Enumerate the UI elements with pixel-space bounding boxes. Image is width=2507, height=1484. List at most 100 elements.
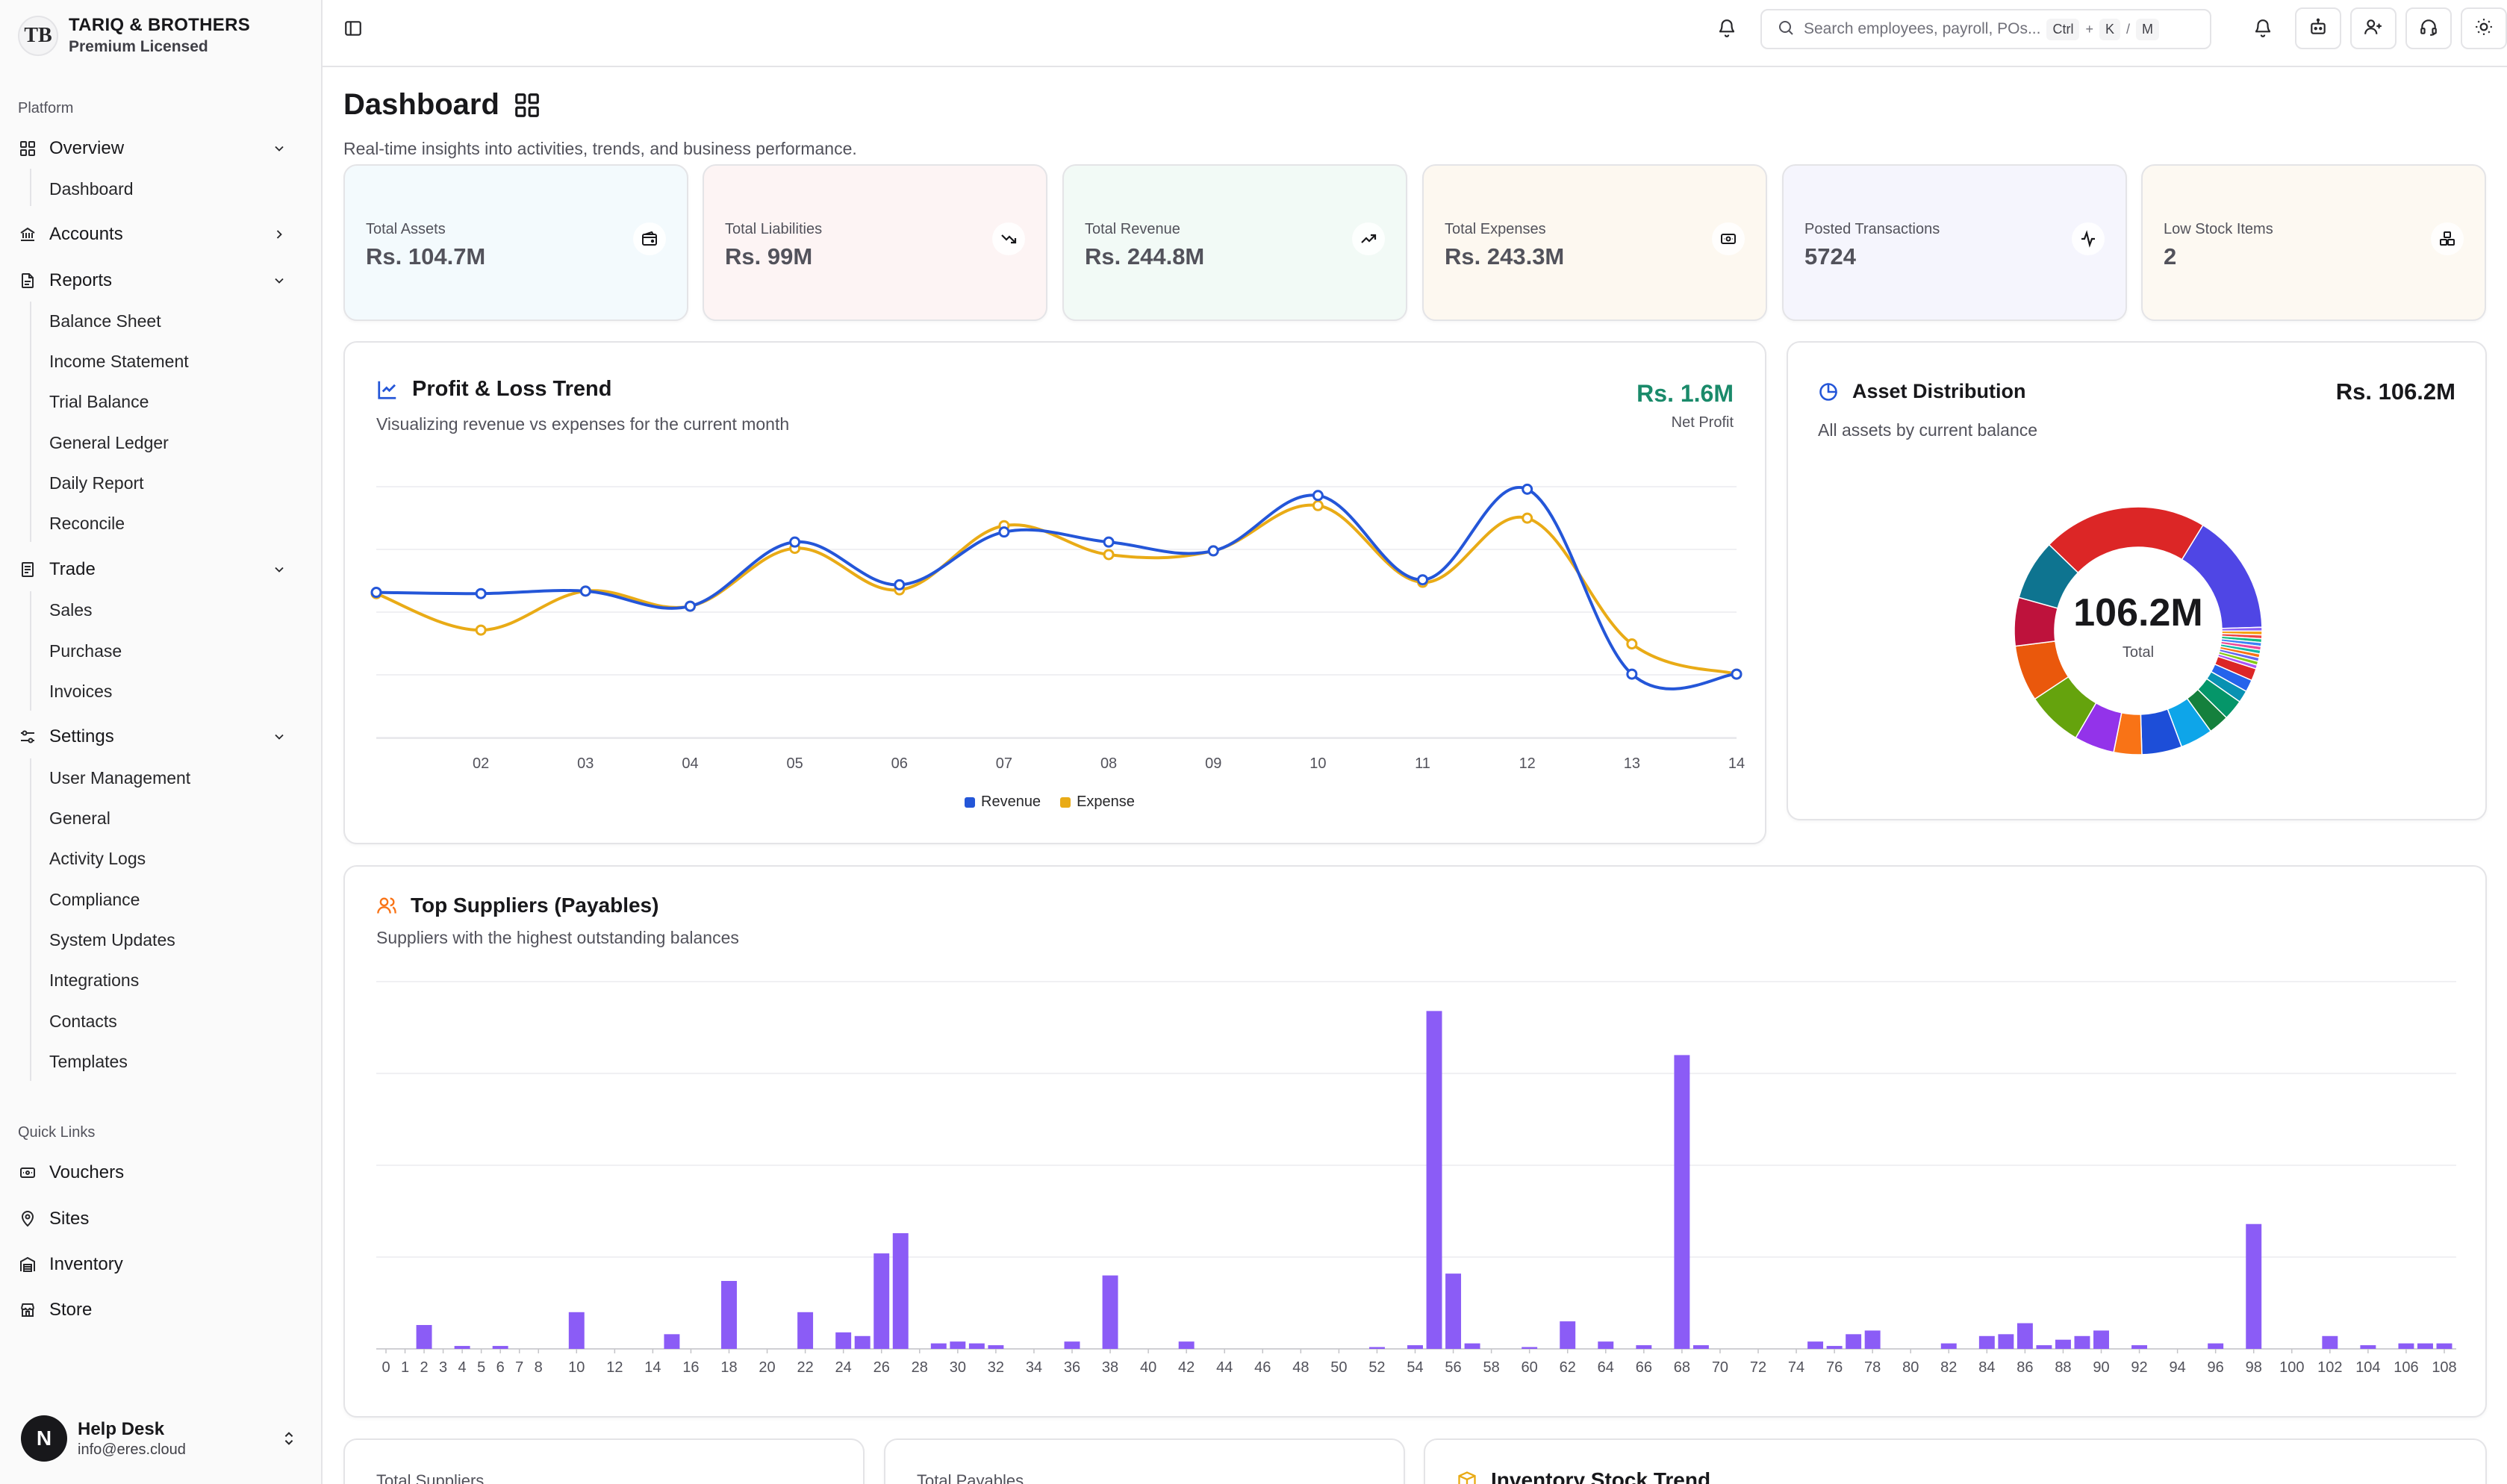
sub-item-purchase[interactable]: Purchase xyxy=(49,640,122,661)
donut-center-value: 106.2M xyxy=(2073,591,2203,635)
nav-settings[interactable]: Settings xyxy=(18,720,305,754)
sub-item-trial-balance[interactable]: Trial Balance xyxy=(49,391,149,411)
sub-item-daily-report[interactable]: Daily Report xyxy=(49,473,144,493)
x-tick-label: 74 xyxy=(1788,1359,1804,1376)
data-point-revenue xyxy=(998,526,1010,538)
sub-item-user-management[interactable]: User Management xyxy=(49,767,191,788)
notifications-button[interactable] xyxy=(1704,9,1750,51)
brand-logo: TB xyxy=(18,15,58,56)
legend-expense: Expense xyxy=(1060,794,1135,811)
sub-item-activity-logs[interactable]: Activity Logs xyxy=(49,848,146,868)
supplier-bar xyxy=(1998,1334,2014,1349)
supplier-bar xyxy=(1807,1341,1824,1349)
supplier-bar xyxy=(2093,1330,2109,1349)
asset-donut-chart xyxy=(2014,506,2263,755)
sub-item-reconcile[interactable]: Reconcile xyxy=(49,513,125,533)
supplier-bar xyxy=(835,1332,852,1349)
document-icon xyxy=(18,271,37,290)
sub-item-system-updates[interactable]: System Updates xyxy=(49,929,175,950)
x-tick-label: 62 xyxy=(1560,1359,1576,1376)
quick-link-vouchers[interactable]: Vouchers xyxy=(18,1156,305,1190)
x-tick-label: 3 xyxy=(439,1359,447,1376)
help-desk-user[interactable]: N Help Desk info@eres.cloud xyxy=(21,1412,305,1465)
nav-trade[interactable]: Trade xyxy=(18,552,305,587)
supplier-bar xyxy=(892,1233,909,1349)
sub-item-contacts[interactable]: Contacts xyxy=(49,1011,117,1031)
sidebar-toggle-button[interactable] xyxy=(330,9,376,51)
sub-item-integrations[interactable]: Integrations xyxy=(49,970,140,990)
sub-item-income-statement[interactable]: Income Statement xyxy=(49,351,189,371)
sub-item-general-ledger[interactable]: General Ledger xyxy=(49,432,169,452)
data-point-revenue xyxy=(1731,668,1743,680)
assistant-button[interactable] xyxy=(2295,7,2341,49)
x-tick-label: 70 xyxy=(1712,1359,1728,1376)
x-tick-label: 80 xyxy=(1902,1359,1919,1376)
sub-item-sales[interactable]: Sales xyxy=(49,599,93,620)
layout-grid-icon xyxy=(513,91,541,119)
x-tick-label: 82 xyxy=(1940,1359,1957,1376)
x-tick-label: 16 xyxy=(682,1359,699,1376)
group-label-platform: Platform xyxy=(18,100,74,116)
kpi-card-total-expenses[interactable]: Total Expenses Rs. 243.3M xyxy=(1422,164,1767,321)
data-point-revenue xyxy=(789,536,801,548)
total-suppliers-label: Total Suppliers xyxy=(376,1471,485,1484)
theme-toggle-button[interactable] xyxy=(2461,7,2507,49)
quick-link-inventory[interactable]: Inventory xyxy=(18,1247,305,1282)
data-point-revenue xyxy=(894,579,906,590)
submenu-line xyxy=(30,169,31,206)
x-tick-label: 34 xyxy=(1026,1359,1042,1376)
nav-overview[interactable]: Overview xyxy=(18,131,305,166)
x-tick-label: 11 xyxy=(1415,755,1430,772)
kpi-label: Total Expenses xyxy=(1445,221,1546,237)
sub-item-templates[interactable]: Templates xyxy=(49,1051,128,1071)
legend-revenue-label: Revenue xyxy=(981,794,1041,810)
nav-trade-label: Trade xyxy=(49,559,96,579)
quick-link-sites[interactable]: Sites xyxy=(18,1202,305,1236)
sub-item-dashboard[interactable]: Dashboard xyxy=(49,178,134,199)
sub-item-compliance[interactable]: Compliance xyxy=(49,889,140,909)
kpi-card-total-revenue[interactable]: Total Revenue Rs. 244.8M xyxy=(1062,164,1407,321)
user-plus-icon xyxy=(2364,17,2383,40)
kpi-label: Total Liabilities xyxy=(725,221,823,237)
sub-item-general[interactable]: General xyxy=(49,808,110,828)
kpi-card-total-assets[interactable]: Total Assets Rs. 104.7M xyxy=(343,164,688,321)
x-tick-label: 10 xyxy=(1309,755,1326,772)
nav-reports[interactable]: Reports xyxy=(18,264,305,298)
sub-item-invoices[interactable]: Invoices xyxy=(49,681,113,701)
x-tick-label: 58 xyxy=(1483,1359,1499,1376)
nav-accounts[interactable]: Accounts xyxy=(18,217,305,252)
kpi-card-posted-transactions[interactable]: Posted Transactions 5724 xyxy=(1782,164,2127,321)
kpi-card-low-stock-items[interactable]: Low Stock Items 2 xyxy=(2141,164,2486,321)
search-placeholder: Search employees, payroll, POs... xyxy=(1804,20,2041,37)
supplier-bar xyxy=(2417,1343,2433,1349)
activity-icon xyxy=(2072,222,2105,255)
quick-link-store[interactable]: Store xyxy=(18,1293,305,1327)
quick-link-label: Inventory xyxy=(49,1254,123,1274)
supplier-bar xyxy=(2360,1345,2376,1349)
kpi-card-total-liabilities[interactable]: Total Liabilities Rs. 99M xyxy=(703,164,1047,321)
x-tick-label: 38 xyxy=(1102,1359,1118,1376)
data-point-revenue xyxy=(475,587,487,599)
support-button[interactable] xyxy=(2405,7,2452,49)
brand[interactable]: TB TARIQ & BROTHERS Premium Licensed xyxy=(18,15,250,56)
sub-item-balance-sheet[interactable]: Balance Sheet xyxy=(49,311,161,331)
supplier-bar xyxy=(2074,1335,2090,1349)
supplier-bar xyxy=(950,1341,966,1349)
add-user-button[interactable] xyxy=(2350,7,2397,49)
warehouse-icon xyxy=(18,1255,37,1274)
x-tick-label: 24 xyxy=(835,1359,852,1376)
data-point-revenue xyxy=(1417,574,1429,586)
global-search[interactable]: Search employees, payroll, POs... Ctrl +… xyxy=(1760,9,2211,49)
supplier-bar xyxy=(968,1343,985,1349)
x-tick-label: 32 xyxy=(988,1359,1004,1376)
x-tick-label: 40 xyxy=(1140,1359,1156,1376)
submenu-line xyxy=(30,591,31,711)
x-tick-label: 7 xyxy=(515,1359,523,1376)
chevron-down-icon xyxy=(272,562,287,577)
x-tick-label: 2 xyxy=(420,1359,428,1376)
asset-distribution-title-text: Asset Distribution xyxy=(1852,380,2026,402)
alerts-button[interactable] xyxy=(2240,9,2286,51)
boxes-icon xyxy=(2431,222,2464,255)
supplier-bar xyxy=(1064,1341,1080,1349)
legend-revenue: Revenue xyxy=(965,794,1041,811)
